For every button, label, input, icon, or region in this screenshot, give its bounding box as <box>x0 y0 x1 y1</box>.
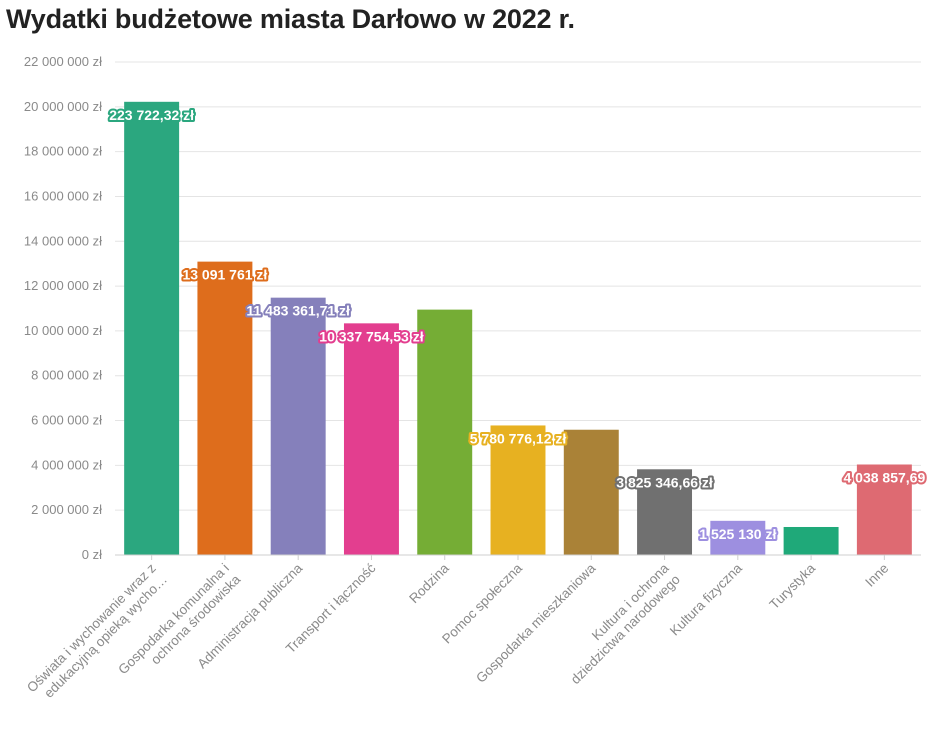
x-category-label-line: Rodzina <box>406 560 452 606</box>
data-label: 10 337 754,53 zł <box>319 328 423 344</box>
y-tick-label: 10 000 000 zł <box>24 323 102 338</box>
data-label: 11 483 361,71 zł <box>246 303 350 319</box>
x-axis <box>115 554 921 560</box>
chart-title: Wydatki budżetowe miasta Darłowo w 2022 … <box>6 4 575 34</box>
bar <box>637 469 693 555</box>
bar <box>710 520 766 555</box>
x-category-label-line: Oświata i wychowanie wraz z <box>24 560 159 695</box>
y-tick-label: 14 000 000 zł <box>24 233 102 248</box>
x-category-label-line: Pomoc społeczna <box>439 560 525 646</box>
bar <box>783 526 839 555</box>
data-label: 4 038 857,69 <box>843 469 925 485</box>
x-category-label-line: Inne <box>862 561 891 590</box>
y-tick-label: 12 000 000 zł <box>24 278 102 293</box>
bars <box>124 101 912 555</box>
x-category-label-line: dziedzictwa narodowego <box>568 572 683 687</box>
y-tick-label: 8 000 000 zł <box>31 368 102 383</box>
y-tick-label: 0 zł <box>82 547 102 562</box>
y-tick-label: 18 000 000 zł <box>24 144 102 159</box>
x-category-label: Kultura fizyczna <box>667 560 745 638</box>
x-category-label-line: Turystyka <box>767 560 819 612</box>
y-axis-tick-labels: 0 zł 2 000 000 zł 4 000 000 zł 6 000 000 zł… <box>24 54 102 562</box>
y-tick-label: 4 000 000 zł <box>31 457 102 472</box>
bar <box>490 425 546 555</box>
x-category-label: Pomoc społeczna <box>439 560 525 646</box>
y-tick-label: 22 000 000 zł <box>24 54 102 69</box>
data-labels: 223 722,32 zł 13 091 761 zł 11 483 361,71 … <box>107 105 927 544</box>
bar <box>417 309 473 555</box>
bar <box>270 297 326 555</box>
bar <box>124 101 180 555</box>
x-category-label: Inne <box>862 561 891 590</box>
x-category-label: Turystyka <box>767 560 819 612</box>
x-category-label: Rodzina <box>406 560 452 606</box>
data-label: 5 780 776,12 zł <box>470 430 567 446</box>
y-tick-label: 20 000 000 zł <box>24 99 102 114</box>
bar <box>563 429 619 555</box>
data-label: 3 825 346,66 zł <box>616 474 713 490</box>
data-label: 1 525 130 zł <box>699 526 776 542</box>
bar <box>197 261 253 555</box>
x-category-label-line: Kultura fizyczna <box>667 560 745 638</box>
bar <box>343 323 399 555</box>
y-tick-label: 6 000 000 zł <box>31 413 102 428</box>
y-tick-label: 16 000 000 zł <box>24 188 102 203</box>
y-tick-label: 2 000 000 zł <box>31 502 102 517</box>
data-label: 223 722,32 zł <box>109 107 194 123</box>
data-label: 13 091 761 zł <box>182 267 267 283</box>
bar <box>856 464 912 555</box>
x-axis-category-labels: Oświata i wychowanie wraz zedukacyjną op… <box>24 560 891 701</box>
